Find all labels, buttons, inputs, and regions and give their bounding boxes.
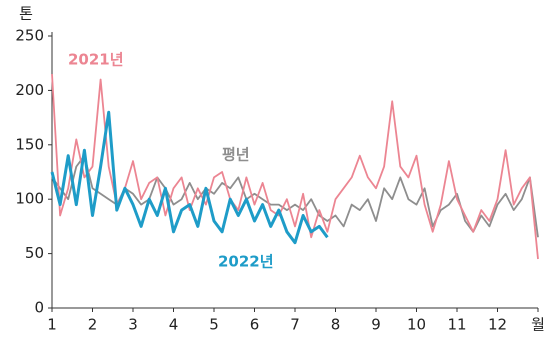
y-tick-label: 200 (15, 81, 44, 99)
x-tick-label: 4 (169, 316, 179, 334)
series-label: 2021년 (68, 51, 124, 69)
x-tick-label: 7 (290, 316, 300, 334)
x-tick-label: 5 (209, 316, 219, 334)
series-label: 2022년 (218, 253, 274, 271)
x-tick-label: 11 (447, 316, 466, 334)
line-series (51, 154, 539, 238)
series-label: 평년 (222, 146, 250, 164)
x-tick-label: 6 (250, 316, 260, 334)
x-tick-label: 12 (488, 316, 507, 334)
x-tick-label: 월 (531, 316, 545, 334)
y-tick-label: 250 (15, 27, 44, 45)
x-tick-label: 10 (407, 316, 426, 334)
y-tick-label: 0 (34, 299, 44, 317)
y-axis-unit: 톤 (19, 5, 33, 23)
y-tick-label: 50 (25, 244, 44, 262)
x-tick-label: 1 (47, 316, 57, 334)
x-tick-label: 8 (331, 316, 341, 334)
x-tick-label: 2 (88, 316, 98, 334)
line-series (51, 74, 539, 260)
line-series (50, 110, 329, 245)
y-tick-label: 100 (15, 190, 44, 208)
x-tick-label: 9 (371, 316, 381, 334)
y-tick-label: 150 (15, 135, 44, 153)
x-tick-label: 3 (128, 316, 138, 334)
